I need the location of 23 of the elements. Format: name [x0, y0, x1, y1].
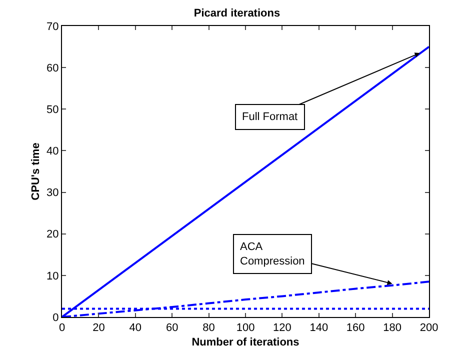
- annotation: ACA Compression: [240, 241, 305, 268]
- y-axis-title: CPU's time: [30, 142, 42, 200]
- y-tick-label: 10: [46, 270, 59, 282]
- y-tick-label: 40: [46, 146, 59, 158]
- annotation: Full Format: [242, 111, 298, 123]
- y-tick-label: 30: [46, 187, 59, 200]
- x-tick-label: 200: [420, 322, 438, 334]
- x-tick-label: 40: [129, 322, 142, 334]
- x-tick-label: 100: [236, 322, 255, 334]
- x-tick-label: 60: [166, 322, 178, 334]
- y-tick-label: 50: [46, 104, 59, 116]
- x-axis-title: Number of iterations: [192, 336, 300, 348]
- x-tick-label: 140: [310, 322, 328, 334]
- y-tick-label: 60: [46, 62, 59, 74]
- y-tick-label: 0: [52, 312, 59, 324]
- y-tick-label: 20: [46, 228, 59, 241]
- x-tick-label: 80: [202, 322, 215, 334]
- chart-title: Picard iterations: [194, 8, 280, 20]
- x-tick-label: 20: [92, 322, 105, 334]
- x-tick-label: 180: [383, 322, 402, 334]
- y-tick-label: 70: [46, 20, 59, 33]
- x-tick-label: 120: [273, 322, 292, 334]
- x-tick-label: 160: [346, 322, 365, 334]
